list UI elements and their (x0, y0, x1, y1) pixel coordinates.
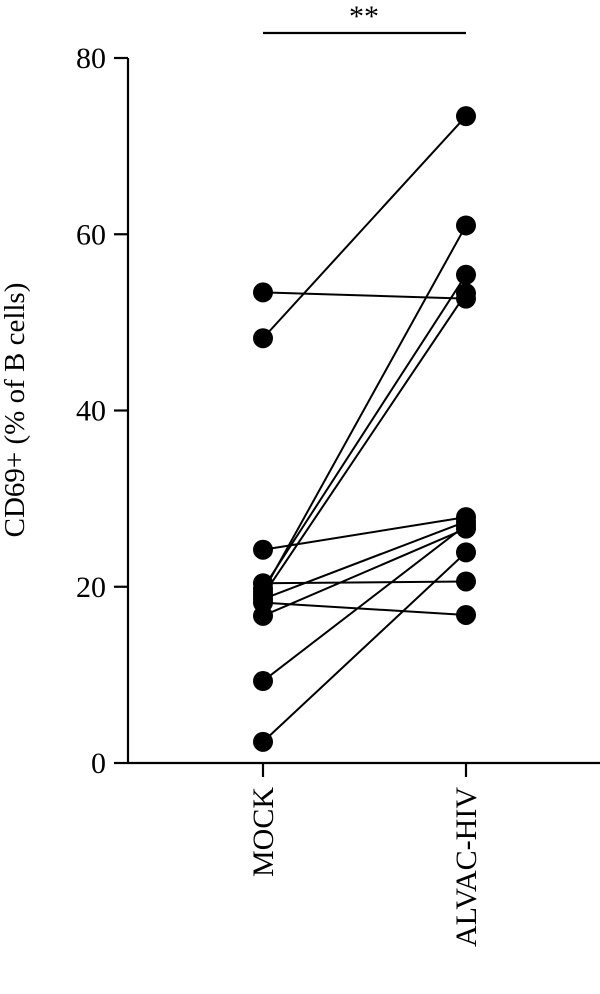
mock-point (253, 605, 273, 626)
mock-point (253, 539, 273, 560)
x-tick-label: ALVAC-HIV (450, 787, 483, 947)
pair-line (262, 274, 467, 590)
y-tick-label: 20 (76, 571, 106, 604)
alvac-hiv-point (456, 571, 476, 592)
pair-line (262, 527, 467, 617)
pair-line (262, 520, 467, 601)
pair-line (262, 224, 467, 593)
y-tick-label: 60 (76, 218, 106, 251)
pair-line (262, 115, 467, 339)
mock-point (253, 328, 273, 349)
mock-point (253, 282, 273, 303)
labels: CD69+ (% of B cells) ** (0, 0, 379, 537)
pair-line (262, 580, 467, 585)
pair-lines (262, 115, 467, 743)
alvac-hiv-point (456, 604, 476, 625)
y-tick-label: 0 (91, 747, 106, 780)
y-axis-label: CD69+ (% of B cells) (0, 283, 31, 538)
pair-line (262, 551, 467, 743)
alvac-hiv-point (456, 106, 476, 127)
axes: 0 20 40 60 80 MOCK ALVAC-HIV (76, 31, 600, 947)
mock-point (253, 731, 273, 752)
pair-line (262, 292, 467, 597)
pair-line (262, 291, 467, 300)
alvac-hiv-point (456, 283, 476, 304)
mock-point (253, 671, 273, 692)
alvac-hiv-point (456, 515, 476, 536)
y-tick-label: 80 (76, 42, 106, 75)
pair-line (262, 601, 467, 616)
x-tick-label: MOCK (247, 787, 280, 877)
alvac-hiv-point (456, 215, 476, 236)
significance-label: ** (349, 0, 379, 33)
alvac-hiv-point (456, 264, 476, 285)
alvac-hiv-point (456, 542, 476, 563)
data-points (253, 106, 476, 752)
y-tick-label: 40 (76, 395, 106, 428)
pair-line (262, 524, 467, 682)
